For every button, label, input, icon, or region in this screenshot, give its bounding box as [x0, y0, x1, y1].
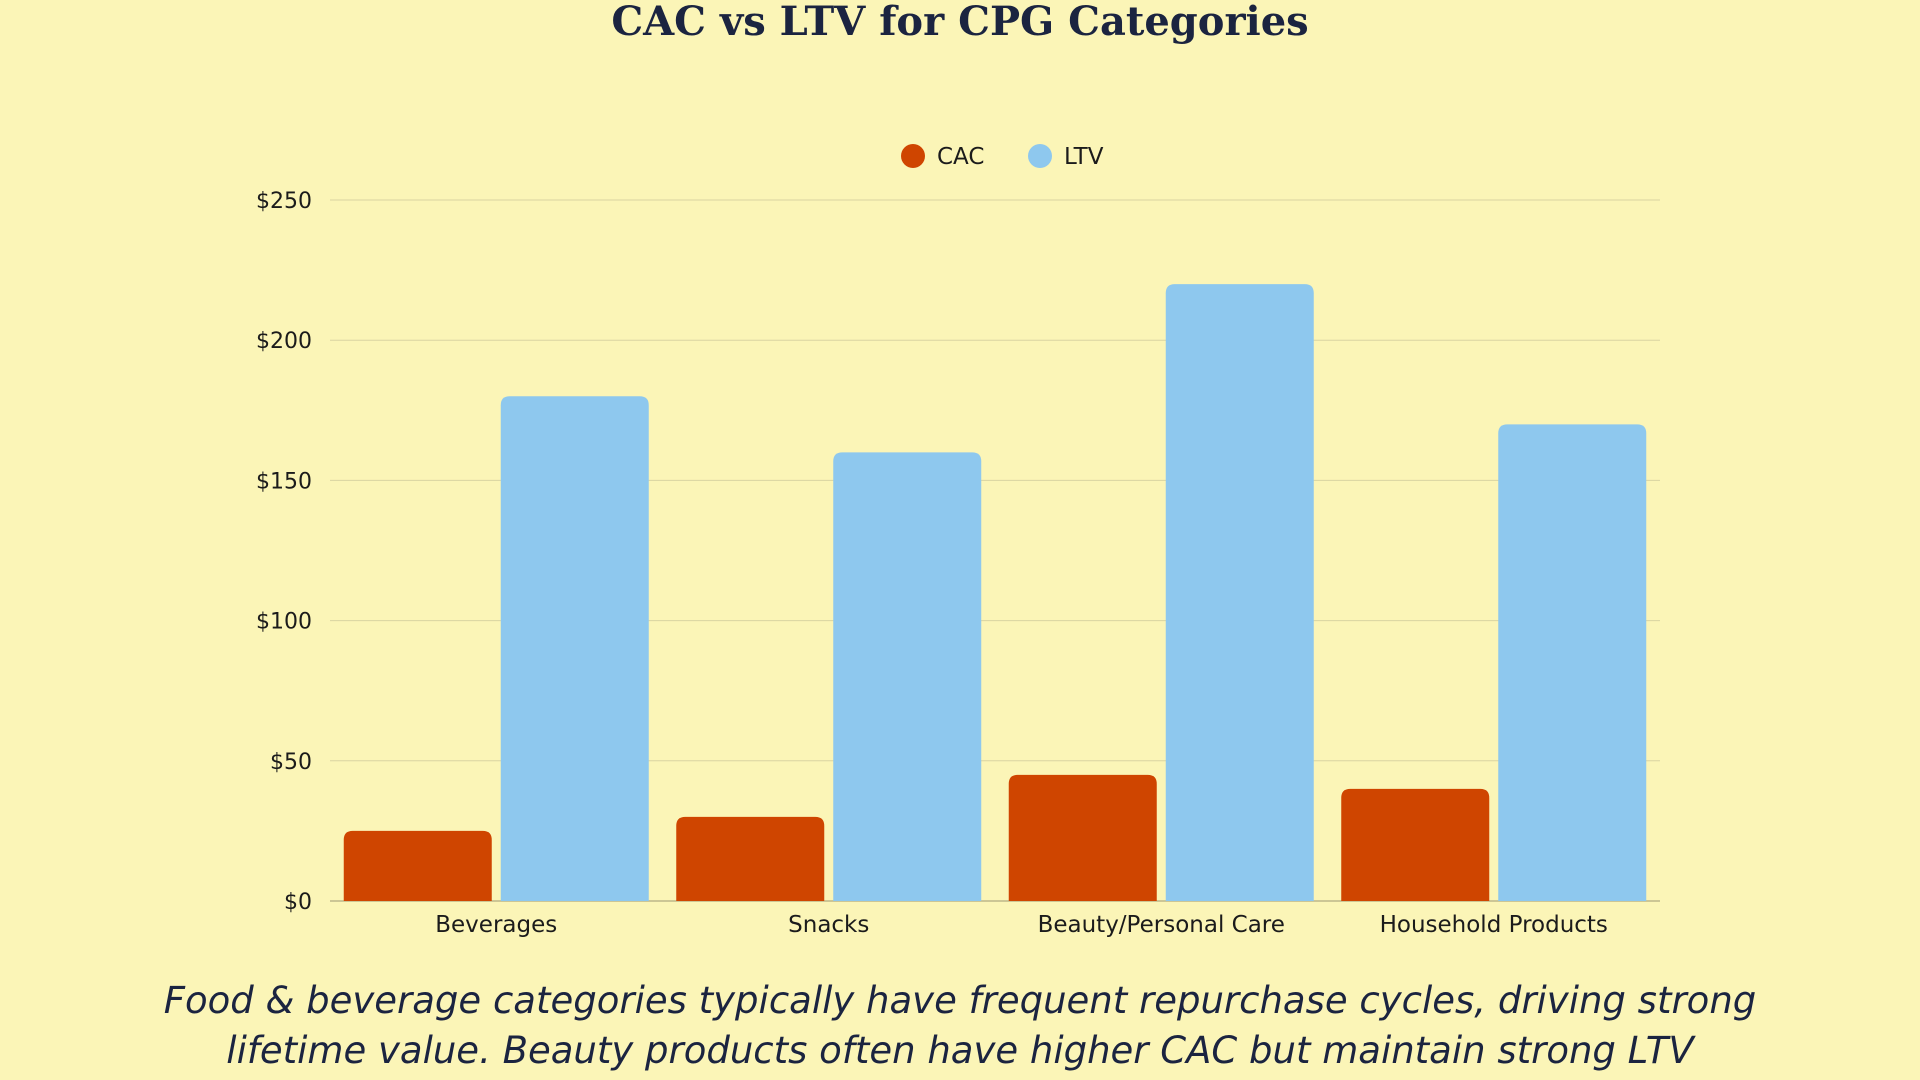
bar-ltv-household-products	[1498, 424, 1647, 901]
y-tick-label: $100	[256, 610, 312, 635]
legend-swatch-ltv	[1028, 144, 1052, 168]
x-axis: Beverages Snacks Beauty/Personal Care House…	[435, 912, 1608, 938]
bar-ltv-beverages	[500, 396, 649, 901]
y-tick-label: $50	[270, 750, 312, 775]
bar-series	[343, 284, 1647, 901]
x-tick-label: Beauty/Personal Care	[1038, 912, 1285, 938]
legend-swatch-cac	[901, 144, 925, 168]
x-tick-label: Household Products	[1380, 912, 1608, 938]
chart-title: CAC vs LTV for CPG Categories	[611, 0, 1309, 45]
legend-label-ltv: LTV	[1064, 144, 1104, 170]
bar-ltv-beauty-personal-care	[1165, 284, 1314, 901]
y-tick-label: $200	[256, 329, 312, 354]
chart-caption: Food & beverage categories typically hav…	[163, 979, 1757, 1080]
x-tick-label: Beverages	[435, 912, 557, 938]
bar-cac-beverages	[343, 830, 492, 901]
x-tick-label: Snacks	[788, 912, 869, 938]
legend: CAC LTV	[901, 144, 1104, 170]
y-tick-label: $150	[256, 469, 312, 494]
bar-cac-beauty-personal-care	[1008, 774, 1157, 901]
bar-cac-snacks	[676, 816, 825, 901]
y-tick-label: $0	[284, 890, 312, 915]
y-axis: $0 $50 $100 $150 $200 $250	[256, 189, 1660, 915]
y-tick-label: $250	[256, 189, 312, 214]
bar-ltv-snacks	[833, 452, 982, 901]
bar-cac-household-products	[1341, 788, 1490, 901]
legend-label-cac: CAC	[937, 144, 984, 170]
